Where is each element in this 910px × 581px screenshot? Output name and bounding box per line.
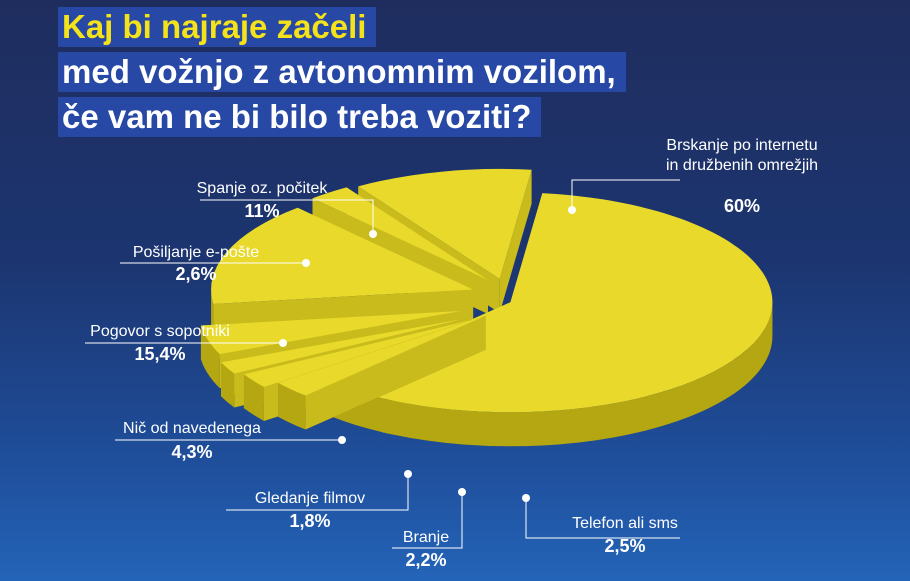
slice-label: Branje xyxy=(403,529,449,546)
chart-title-line-2: med vožnjo z avtonomnim vozilom, xyxy=(58,52,626,92)
label-dot xyxy=(279,339,287,347)
slice-label: Brskanje po internetu xyxy=(666,137,817,154)
pie-slice-rim xyxy=(200,325,220,389)
chart-title-line-3: če vam ne bi bilo treba voziti? xyxy=(58,97,542,137)
pie-slice-top xyxy=(243,319,472,387)
label-dot xyxy=(302,259,310,267)
slice-label: Spanje oz. počitek xyxy=(197,180,329,197)
slice-value-label: 4,3% xyxy=(171,442,212,462)
slice-value-label: 2,5% xyxy=(604,536,645,556)
pie-slice-top xyxy=(211,207,474,305)
pie-slice-top xyxy=(312,187,489,280)
pie-labels: Brskanje po internetu in družbenih omrežj… xyxy=(85,137,818,570)
slice-value-label: 2,6% xyxy=(175,264,216,284)
slice-label: Pošiljanje e-pošte xyxy=(133,244,259,261)
pie-slice-rim xyxy=(221,362,235,408)
chart-title-line-1: Kaj bi najraje začeli xyxy=(58,7,377,47)
label-leader-line xyxy=(392,492,463,549)
label-dot xyxy=(369,230,377,238)
slice-label: in družbenih omrežjih xyxy=(666,157,818,174)
pie-slice-wall xyxy=(499,169,532,313)
slice-label: Gledanje filmov xyxy=(255,490,365,507)
pie-slice xyxy=(277,315,486,430)
pie-slices xyxy=(200,168,773,447)
label-dot xyxy=(458,488,466,496)
slice-value-label: 15,4% xyxy=(134,344,185,364)
pie-slice-top xyxy=(358,168,532,279)
slice-value-label: 60% xyxy=(724,196,760,216)
label-dot xyxy=(404,470,412,478)
slice-label: Telefon ali sms xyxy=(572,515,678,532)
pie-slice-rim xyxy=(330,302,773,447)
label-dot xyxy=(568,206,576,214)
label-leader-line xyxy=(525,498,680,539)
label-dot xyxy=(338,436,346,444)
label-leader-line xyxy=(226,474,409,511)
slice-label: Pogovor s sopotniki xyxy=(90,323,230,340)
pie-slice-rim xyxy=(277,382,306,430)
slice-value-label: 11% xyxy=(244,201,279,221)
slice-value-label: 2,2% xyxy=(405,550,446,570)
label-dot xyxy=(522,494,530,502)
slice-label: Nič od navedenega xyxy=(123,420,261,437)
pie-slice-top xyxy=(277,315,486,396)
pie-slice-wall xyxy=(277,315,486,417)
pie-slice-top xyxy=(221,319,462,374)
label-leader-line xyxy=(571,179,680,210)
pie-slice-rim xyxy=(243,374,264,421)
slice-value-label: 1,8% xyxy=(289,511,330,531)
label-leader-line xyxy=(200,199,374,234)
